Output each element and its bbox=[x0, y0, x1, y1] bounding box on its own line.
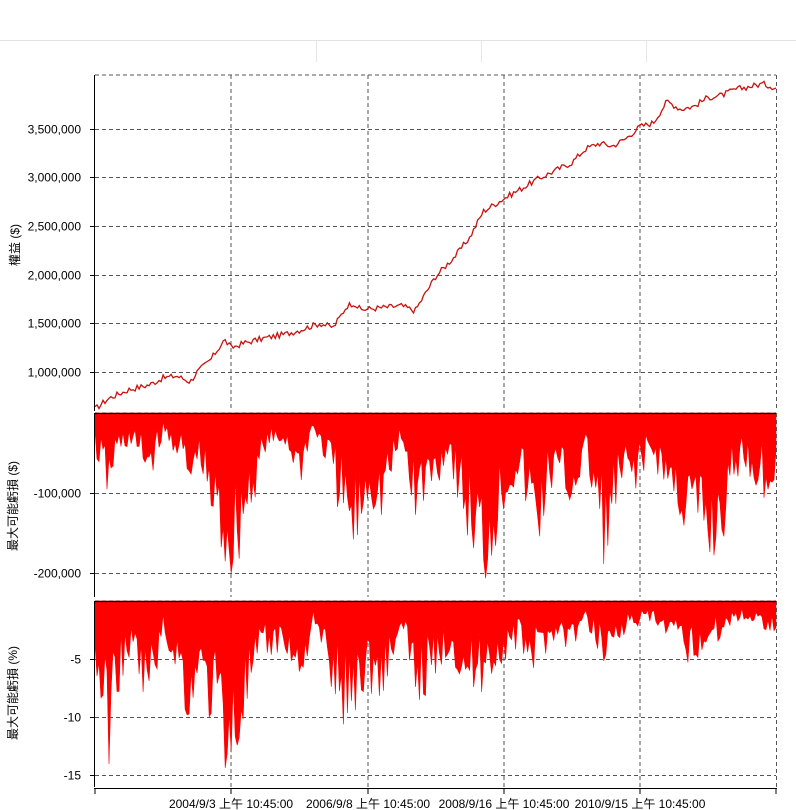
x-tick-label: 2008/9/16 上午 10:45:00 bbox=[439, 797, 570, 810]
y-tick-label: 1,000,000 bbox=[28, 366, 82, 380]
y-tick-label: 1,500,000 bbox=[28, 317, 82, 331]
equity-series-line bbox=[94, 80, 777, 410]
y-tick-label: -100,000 bbox=[34, 487, 82, 501]
x-axis: 2004/9/3 上午 10:45:00 2006/9/8 上午 10:45:0… bbox=[94, 788, 777, 810]
drawdown-percent-panel: 最大可能虧損 (%) -5 -10 -15 bbox=[5, 600, 777, 787]
y-tick-label: 3,000,000 bbox=[28, 171, 82, 185]
toolbar-divider bbox=[646, 40, 647, 62]
y-tick-label: -5 bbox=[70, 653, 81, 667]
x-tick-label: 2006/9/8 上午 10:45:00 bbox=[306, 797, 430, 810]
drawdown-series-area bbox=[94, 412, 777, 579]
y-tick-label: -200,000 bbox=[34, 567, 82, 581]
toolbar-divider bbox=[481, 40, 482, 62]
toolbar-strip bbox=[0, 0, 796, 41]
y-tick-label: 2,500,000 bbox=[28, 220, 82, 234]
drawdown-percent-axis-label: 最大可能虧損 (%) bbox=[5, 646, 20, 740]
drawdown-dollar-axis-label: 最大可能虧損 ($) bbox=[5, 461, 20, 551]
y-tick-label: 3,500,000 bbox=[28, 123, 82, 137]
equity-axis-label: 權益 ($) bbox=[8, 224, 22, 266]
drawdown-series-area bbox=[94, 600, 777, 768]
equity-panel: 權益 ($) 1,000,000 1,500,000 2,000,000 2,500,… bbox=[8, 74, 777, 411]
y-tick-label: -10 bbox=[64, 711, 82, 725]
drawdown-dollar-panel: 最大可能虧損 ($) -100,000 -200,000 bbox=[5, 412, 777, 597]
x-tick-label: 2010/9/15 上午 10:45:00 bbox=[575, 797, 706, 810]
toolbar-divider bbox=[316, 40, 317, 62]
y-tick-label: 2,000,000 bbox=[28, 269, 82, 283]
x-tick-label: 2004/9/3 上午 10:45:00 bbox=[169, 797, 293, 810]
y-tick-label: -15 bbox=[64, 769, 82, 783]
